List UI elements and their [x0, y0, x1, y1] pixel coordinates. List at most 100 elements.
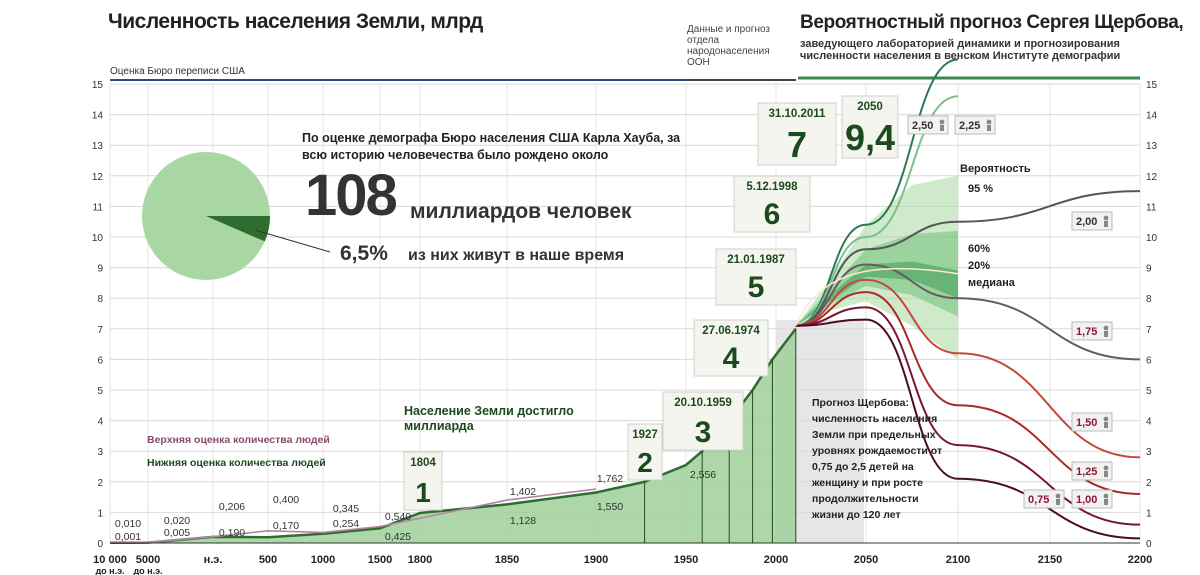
y-tick-label-left: 11 [93, 202, 104, 213]
milestone-value: 4 [723, 342, 740, 375]
data-label: 0,001 [115, 531, 141, 543]
y-tick-label-left: 12 [92, 172, 104, 183]
y-tick-label-left: 13 [92, 141, 104, 152]
y-tick-label-left: 2 [97, 478, 103, 489]
y-tick-label-left: 9 [97, 264, 103, 275]
haub-estimate-text: По оценке демографа Бюро населения США К… [302, 131, 681, 162]
data-label: 0,170 [273, 520, 299, 532]
person-icon-body [1104, 422, 1108, 428]
milestone-box [627, 423, 663, 481]
y-tick-label-right: 13 [1146, 141, 1158, 152]
milestone-value: 3 [695, 416, 712, 449]
x-tick-label: 1800 [408, 554, 432, 566]
y-tick-label-left: 10 [92, 233, 104, 244]
data-label: 0,425 [385, 531, 411, 543]
person-icon [1055, 493, 1061, 499]
x-tick-sublabel: до н.э. [95, 566, 124, 575]
x-tick-label: 2100 [946, 554, 970, 566]
person-icon [986, 119, 992, 125]
population-area [110, 328, 796, 543]
probability-band-20 [795, 261, 958, 326]
data-label: 1,762 [597, 473, 623, 485]
milestone-date: 31.10.2011 [769, 108, 827, 120]
data-label: 1,402 [510, 486, 536, 498]
living-share-percent: 6,5% [340, 242, 388, 265]
x-tick-label: 2150 [1038, 554, 1062, 566]
person-icon [1103, 493, 1109, 499]
data-label: 2,556 [690, 469, 716, 481]
milestone-value: 2 [637, 447, 653, 478]
milestone-box [757, 102, 837, 166]
pie-living-slice [206, 216, 270, 242]
milestone-date: 5.12.1998 [746, 181, 798, 193]
data-label: 0,254 [333, 518, 359, 530]
y-tick-label-left: 5 [97, 386, 103, 397]
fertility-label-box [1071, 321, 1113, 341]
y-tick-label-left: 14 [92, 111, 104, 122]
person-icon [939, 119, 945, 125]
probability-band-60 [795, 230, 958, 326]
fertility-label-box [1023, 489, 1065, 509]
milestone-date: 1927 [632, 429, 658, 441]
y-tick-label-right: 10 [1146, 233, 1158, 244]
median-label: медиана [968, 277, 1015, 289]
y-tick-label-right: 5 [1146, 386, 1152, 397]
milestone-value: 5 [748, 271, 765, 304]
x-tick-label: 1900 [584, 554, 608, 566]
milestone-box [662, 391, 744, 451]
x-tick-label: 2000 [764, 554, 788, 566]
milestone-box [715, 248, 797, 306]
y-tick-label-left: 1 [97, 508, 103, 519]
person-icon-body [1056, 499, 1060, 505]
fertility-label: 2,00 [1076, 216, 1097, 228]
probability-60-label: 60% [968, 243, 991, 255]
data-label: 0,020 [164, 515, 190, 527]
x-tick-label: 1950 [674, 554, 698, 566]
y-tick-label-right: 0 [1146, 539, 1152, 550]
milestone-date: 27.06.1974 [702, 325, 760, 337]
un-data-note: Данные и прогноз отдела народонаселения … [687, 24, 771, 68]
person-icon-body [987, 125, 991, 131]
fertility-label-box [1071, 461, 1113, 481]
fertility-label-box [1071, 412, 1113, 432]
y-tick-label-right: 9 [1146, 264, 1152, 275]
person-icon-body [940, 125, 944, 131]
y-tick-label-right: 12 [1146, 172, 1158, 183]
y-tick-label-right: 15 [1146, 80, 1158, 91]
y-tick-label-right: 7 [1146, 325, 1152, 336]
y-tick-label-left: 6 [97, 355, 103, 366]
x-tick-label: 2200 [1128, 554, 1152, 566]
upper-estimate-label: Верхняя оценка количества людей [147, 434, 330, 446]
x-tick-label: 1500 [368, 554, 392, 566]
fertility-label: 2,50 [912, 120, 933, 132]
lower-estimate-label: Нижняя оценка количества людей [147, 457, 326, 469]
person-icon [1103, 325, 1109, 331]
scherbov-forecast-note: Прогноз Щербова: численность населения З… [812, 397, 943, 521]
scenario-2-00 [795, 190, 1141, 327]
y-tick-label-left: 15 [92, 80, 104, 91]
person-icon [1103, 465, 1109, 471]
milestone-date: 2050 [857, 101, 883, 113]
scherbov-subtitle: заведующего лабораторией динамики и прог… [800, 38, 1121, 62]
fertility-label: 1,00 [1076, 494, 1097, 506]
data-label: 0,005 [164, 527, 190, 539]
fertility-label: 0,75 [1028, 494, 1049, 506]
scherbov-title: Вероятностный прогноз Сергея Щербова, [800, 12, 1184, 33]
x-tick-label: 1000 [311, 554, 335, 566]
milestone-value: 1 [415, 477, 431, 508]
person-icon-body [1104, 221, 1108, 227]
x-tick-label: 5000 [136, 554, 160, 566]
milestone-box [403, 451, 443, 511]
milestone-box [841, 95, 899, 159]
y-tick-label-right: 4 [1146, 417, 1152, 428]
person-icon [1103, 416, 1109, 422]
person-icon-body [1104, 331, 1108, 337]
data-label: 0,540 [385, 511, 411, 523]
scenario-1-50 [795, 278, 1141, 459]
scenario-1-25 [795, 291, 1141, 496]
person-icon [1103, 215, 1109, 221]
y-tick-label-right: 8 [1146, 294, 1152, 305]
x-tick-sublabel: до н.э. [133, 566, 162, 575]
fertility-label-box [907, 115, 949, 135]
scenario-1-75 [795, 263, 1141, 361]
